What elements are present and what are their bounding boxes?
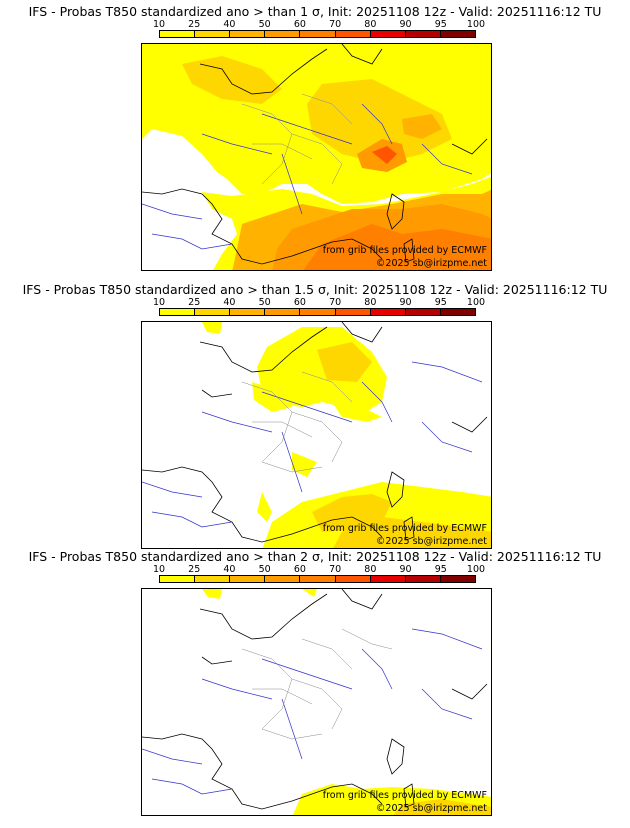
admin-borders [241,371,353,473]
map-svg-2 [142,322,491,548]
colorbar-tick-label: 40 [223,19,236,30]
credit-ecmwf: from grib files provided by ECMWF [322,523,487,534]
colorbar-segment [230,309,266,315]
admin-borders [241,93,353,185]
colorbar-segment [230,576,266,582]
colorbar-ticks: 10 25 40 50 60 70 80 90 95 100 [153,564,485,576]
colorbar [159,30,476,38]
colorbar-segment [370,31,406,37]
panel-title: IFS - Probas T850 standardized ano > tha… [28,4,602,19]
colorbar-ticks: 10 25 40 50 60 70 80 90 95 100 [153,297,485,309]
colorbar-tick-label: 100 [466,19,486,30]
colorbar-tick-label: 50 [258,297,271,308]
colorbar-tick-label: 25 [188,564,201,575]
colorbar [159,575,476,583]
credit-ecmwf: from grib files provided by ECMWF [322,790,487,801]
colorbar-segment [195,576,231,582]
colorbar-tick-label: 80 [364,297,377,308]
colorbar-tick-label: 60 [293,297,306,308]
admin-borders [241,628,393,740]
prob-field [202,322,491,548]
colorbar-segment [265,309,301,315]
colorbar-segment [160,576,196,582]
colorbar-segment [265,31,301,37]
prob-field [142,44,491,270]
colorbar-tick-label: 95 [434,297,447,308]
colorbar-tick-label: 40 [223,297,236,308]
colorbar-tick-label: 10 [152,297,166,308]
colorbar-segment [335,309,371,315]
rivers [142,628,483,795]
credit-copyright: ©2025 sb@irizpme.net [375,803,487,814]
colorbar-segment [195,31,231,37]
colorbar-tick-label: 95 [434,564,447,575]
colorbar-tick-label: 80 [364,564,377,575]
colorbar-segment [160,309,196,315]
colorbar-tick-label: 100 [466,564,486,575]
colorbar-segment [265,576,301,582]
colorbar-tick-label: 25 [188,297,201,308]
colorbar-tick-label: 90 [399,297,412,308]
colorbar-segment [370,576,406,582]
colorbar-tick-label: 95 [434,19,447,30]
colorbar-segment [335,576,371,582]
colorbar-tick-label: 40 [223,564,236,575]
map-panel-3: from grib files provided by ECMWF ©2025 … [141,588,492,816]
colorbar-segment [370,309,406,315]
rivers [142,361,483,528]
colorbar-segment [440,31,475,37]
coastlines [142,589,488,810]
colorbar-tick-label: 50 [258,19,271,30]
colorbar-tick-label: 10 [152,564,166,575]
colorbar-tick-label: 100 [466,297,486,308]
colorbar-tick-label: 70 [329,564,342,575]
coastlines [142,44,488,265]
colorbar-tick-label: 70 [329,19,342,30]
colorbar-ticks: 10 25 40 50 60 70 80 90 95 100 [153,19,485,31]
panel-title: IFS - Probas T850 standardized ano > tha… [28,549,602,564]
colorbar-tick-label: 80 [364,19,377,30]
colorbar-tick-label: 10 [152,19,166,30]
colorbar [159,308,476,316]
colorbar-segment [230,31,266,37]
colorbar-tick-label: 60 [293,19,306,30]
panel-title: IFS - Probas T850 standardized ano > tha… [22,282,608,297]
colorbar-segment [440,576,475,582]
colorbar-segment [405,309,441,315]
colorbar-tick-label: 50 [258,564,271,575]
colorbar-segment [335,31,371,37]
colorbar-segment [440,309,475,315]
map-panel-2: from grib files provided by ECMWF ©2025 … [141,321,492,549]
colorbar-segment [160,31,196,37]
map-panel-1: from grib files provided by ECMWF ©2025 … [141,43,492,271]
colorbar-tick-label: 90 [399,19,412,30]
colorbar-segment [300,309,336,315]
credit-copyright: ©2025 sb@irizpme.net [375,536,487,547]
colorbar-tick-label: 70 [329,297,342,308]
colorbar-segment [195,309,231,315]
map-svg-1 [142,44,491,270]
colorbar-segment [300,31,336,37]
credit-copyright: ©2025 sb@irizpme.net [375,258,487,269]
colorbar-tick-label: 90 [399,564,412,575]
prob-field [202,589,491,815]
colorbar-segment [405,31,441,37]
colorbar-tick-label: 25 [188,19,201,30]
colorbar-segment [300,576,336,582]
colorbar-segment [405,576,441,582]
map-svg-3 [142,589,491,815]
colorbar-tick-label: 60 [293,564,306,575]
coastlines [142,322,488,543]
credit-ecmwf: from grib files provided by ECMWF [322,245,487,256]
